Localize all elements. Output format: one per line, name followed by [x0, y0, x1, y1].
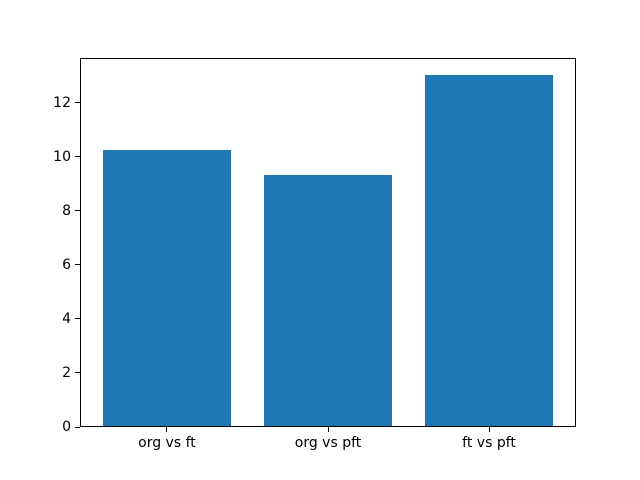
- y-tick-mark-5: [75, 156, 80, 158]
- y-tick-label-0: 0: [62, 419, 71, 435]
- x-tick-label-2: ft vs pft: [462, 435, 516, 451]
- x-tick-label-0: org vs ft: [138, 435, 196, 451]
- bar-0: [102, 150, 232, 426]
- y-tick-mark-6: [75, 102, 80, 104]
- x-tick-label-1: org vs pft: [294, 435, 362, 451]
- bar-2: [424, 74, 554, 426]
- x-tick-mark-1: [327, 427, 329, 432]
- y-tick-label-5: 10: [53, 148, 71, 165]
- y-tick-label-1: 2: [62, 364, 71, 381]
- x-tick-mark-0: [166, 427, 168, 432]
- x-tick-mark-2: [488, 427, 490, 432]
- y-tick-mark-3: [75, 264, 80, 266]
- plot-area: [80, 58, 576, 427]
- y-tick-mark-4: [75, 210, 80, 212]
- y-tick-mark-0: [75, 426, 80, 428]
- y-tick-label-6: 12: [53, 94, 71, 111]
- y-tick-label-3: 6: [62, 256, 71, 273]
- y-tick-label-2: 4: [62, 310, 71, 327]
- y-tick-label-4: 8: [62, 202, 71, 219]
- y-tick-mark-1: [75, 372, 80, 374]
- bar-1: [263, 174, 393, 426]
- y-tick-mark-2: [75, 318, 80, 320]
